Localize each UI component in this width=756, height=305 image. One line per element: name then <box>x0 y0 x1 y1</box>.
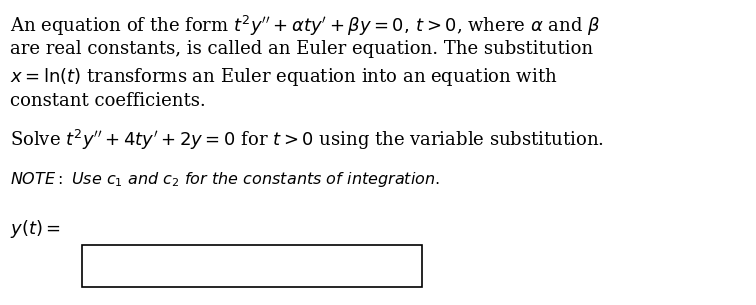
Text: constant coefficients.: constant coefficients. <box>10 92 206 110</box>
Text: $\it{NOTE{:}}$ $\it{Use}$ $c_1$ $\it{and}$ $c_2$ $\it{for\ the\ constants\ of\ i: $\it{NOTE{:}}$ $\it{Use}$ $c_1$ $\it{and… <box>10 170 440 189</box>
FancyBboxPatch shape <box>82 245 422 287</box>
Text: Solve $t^2y'' + 4ty' + 2y = 0$ for $t > 0$ using the variable substitution.: Solve $t^2y'' + 4ty' + 2y = 0$ for $t > … <box>10 128 604 152</box>
Text: $y(t) =$: $y(t) =$ <box>10 218 60 240</box>
Text: An equation of the form $t^2y'' + \alpha ty' + \beta y = 0,\, t > 0$, where $\al: An equation of the form $t^2y'' + \alpha… <box>10 14 600 38</box>
Text: are real constants, is called an Euler equation. The substitution: are real constants, is called an Euler e… <box>10 40 593 58</box>
Text: $x = \ln(t)$ transforms an Euler equation into an equation with: $x = \ln(t)$ transforms an Euler equatio… <box>10 66 557 88</box>
